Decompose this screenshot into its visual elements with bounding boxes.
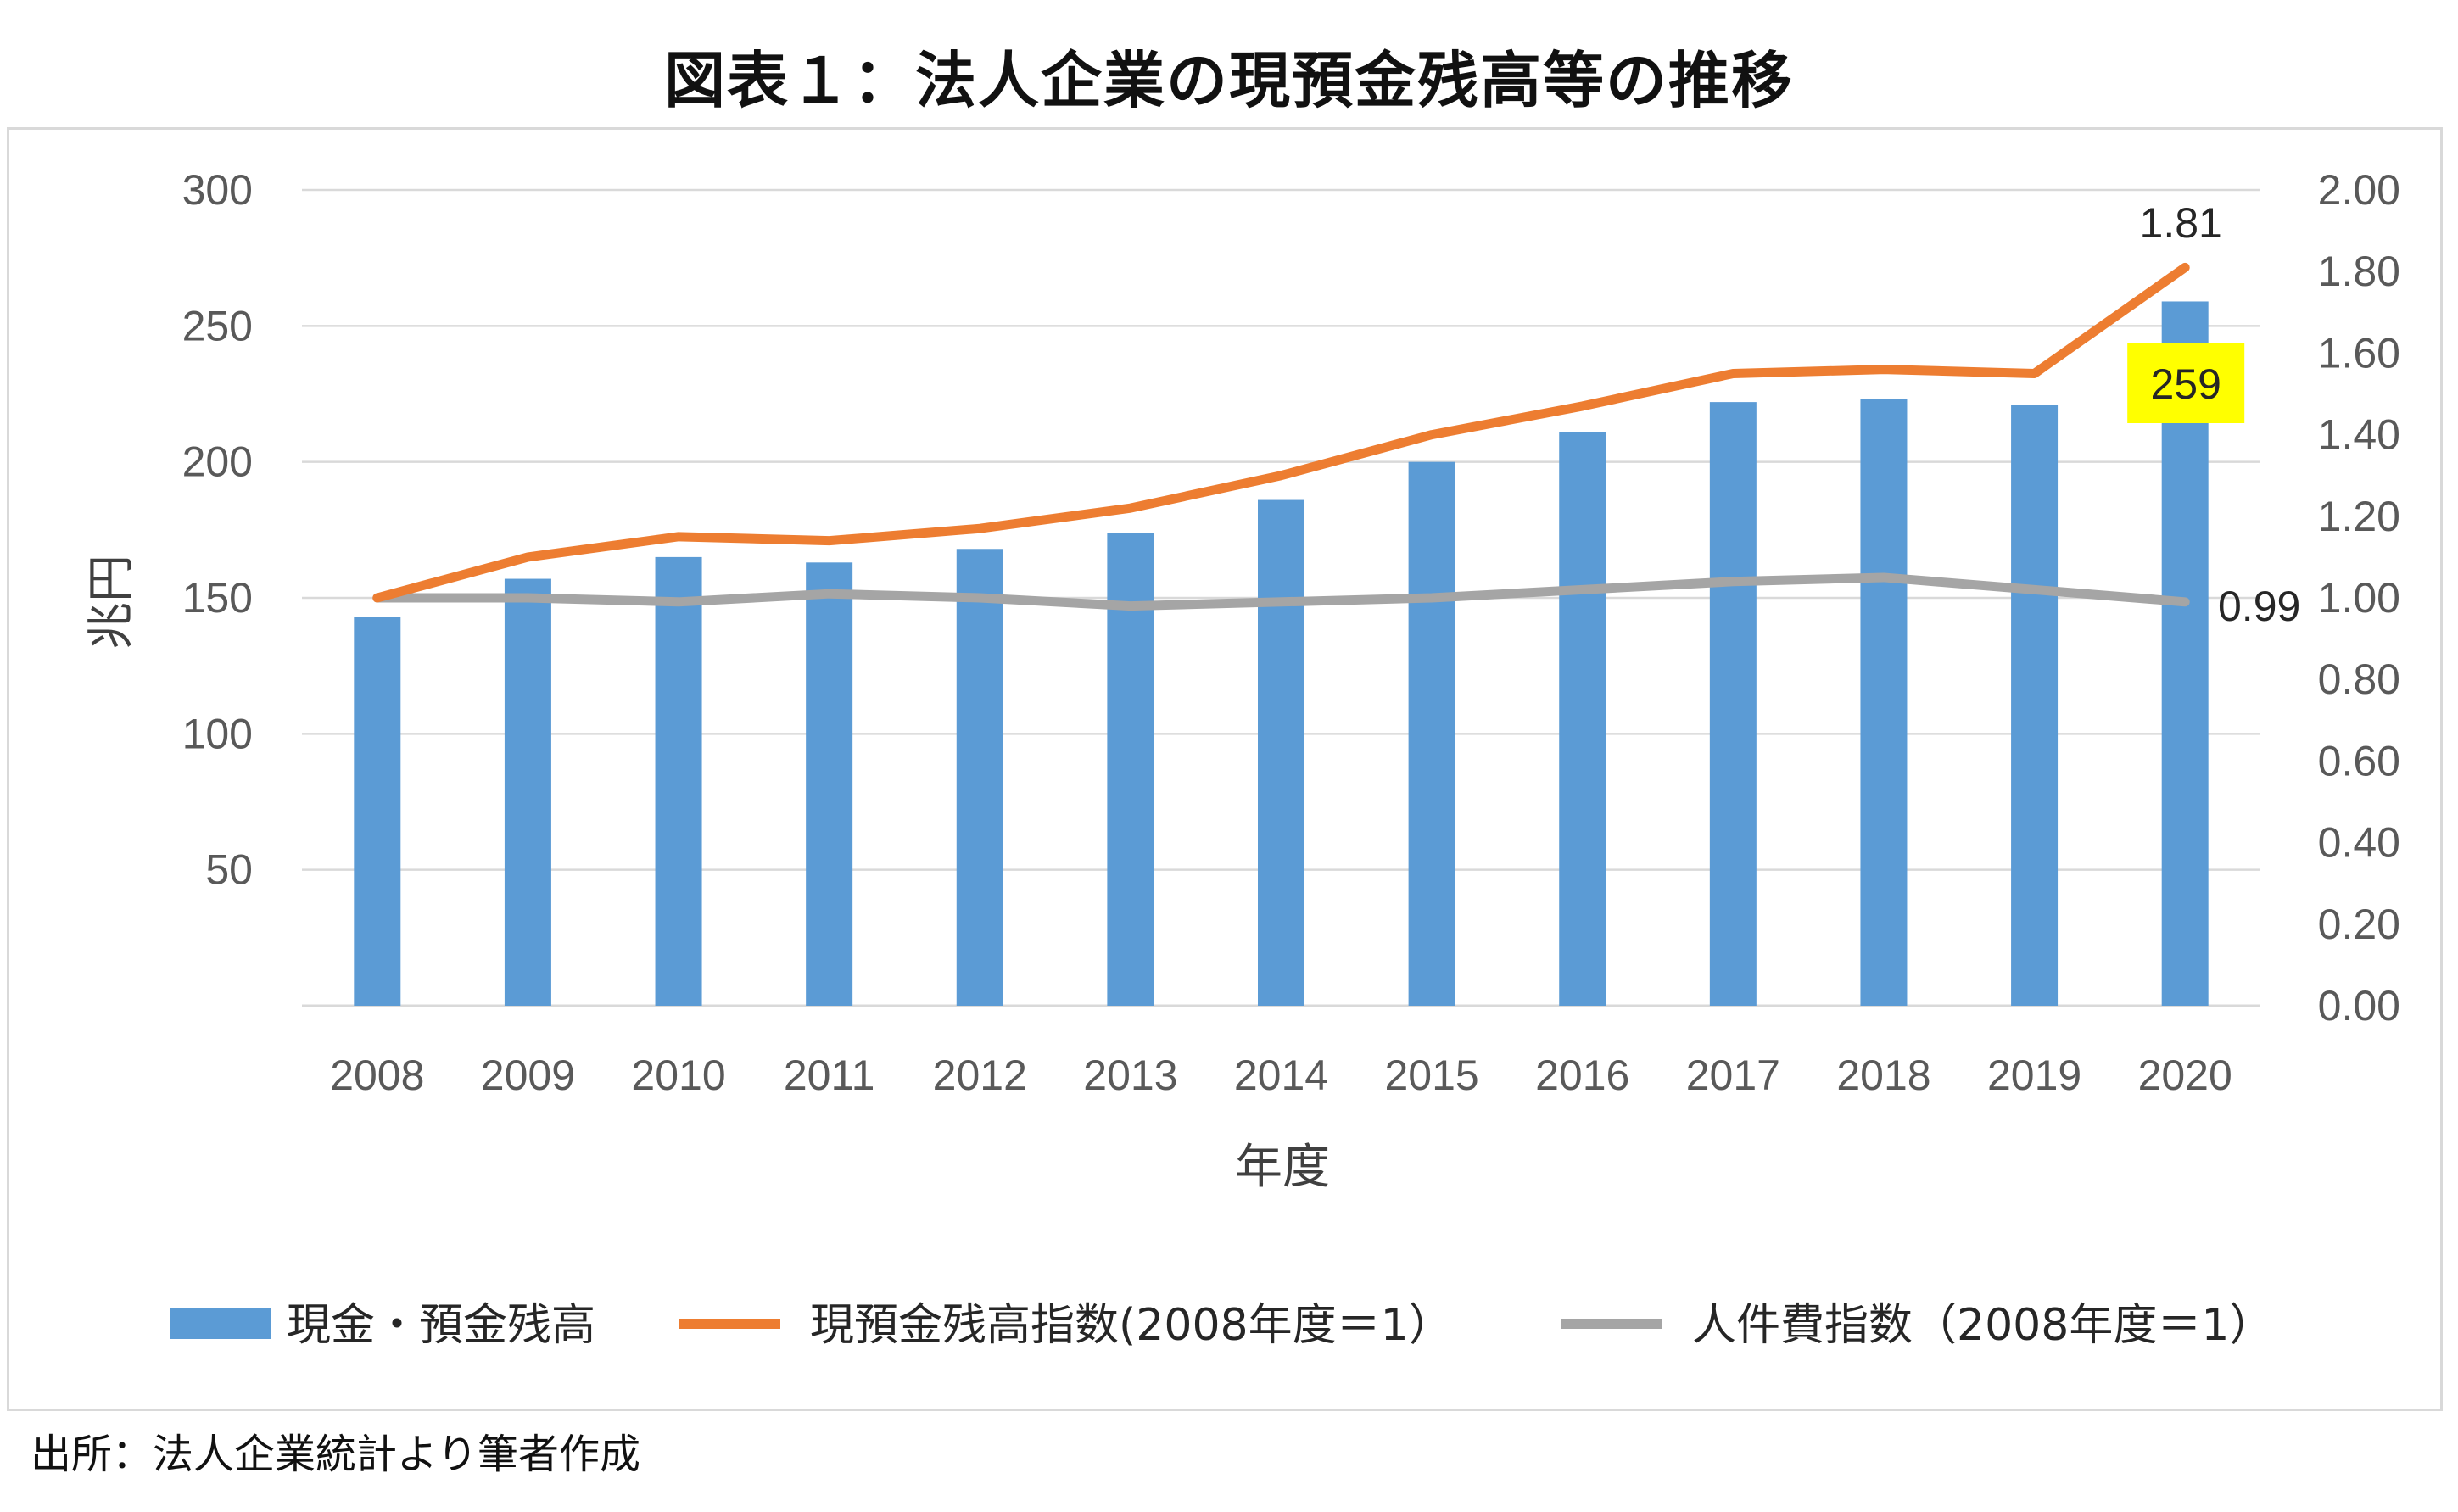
x-tick-label: 2015 xyxy=(1384,1052,1478,1099)
y-tick-label: 250 xyxy=(182,302,253,349)
x-tick-label: 2008 xyxy=(330,1052,424,1099)
y2-tick-label: 0.60 xyxy=(2318,737,2400,784)
y-tick-label: 300 xyxy=(182,166,253,214)
y2-tick-label: 0.20 xyxy=(2318,901,2400,948)
x-tick-label: 2019 xyxy=(1987,1052,2081,1099)
bar xyxy=(1258,499,1304,1006)
bar xyxy=(655,556,702,1006)
y2-tick-label: 0.80 xyxy=(2318,656,2400,703)
bar xyxy=(504,578,551,1006)
bar xyxy=(1860,399,1908,1006)
x-tick-label: 2017 xyxy=(1686,1052,1780,1099)
bar xyxy=(2011,405,2059,1006)
cash-index-data-label: 1.81 xyxy=(2140,199,2222,247)
y2-tick-label: 1.00 xyxy=(2318,574,2400,622)
bar xyxy=(1408,461,1455,1006)
y-axis-title: 兆円 xyxy=(84,555,139,650)
legend-label-bars: 現金・預金残高 xyxy=(287,1300,595,1351)
y2-tick-label: 0.00 xyxy=(2318,982,2400,1029)
y2-tick-label: 0.40 xyxy=(2318,819,2400,867)
bar xyxy=(806,562,853,1006)
x-tick-label: 2011 xyxy=(784,1052,875,1099)
bar-label-highlight xyxy=(2127,343,2245,423)
labor-index-line xyxy=(372,572,2190,611)
x-tick-label: 2018 xyxy=(1836,1052,1930,1099)
legend-swatch-bars xyxy=(170,1308,271,1339)
bar xyxy=(1709,402,1757,1006)
line-series xyxy=(372,262,2190,611)
y2-tick-label: 1.40 xyxy=(2318,411,2400,459)
y-tick-label: 100 xyxy=(182,710,253,757)
y2-tick-label: 1.80 xyxy=(2318,248,2400,295)
labor-index-data-label: 0.99 xyxy=(2218,583,2300,630)
x-tick-label: 2020 xyxy=(2138,1052,2232,1099)
legend: 現金・預金残高 現預金残高指数(2008年度＝1） 人件費指数（2008年度＝1… xyxy=(170,1300,2273,1351)
cash-index-line xyxy=(372,262,2190,603)
x-axis-title: 年度 xyxy=(1235,1140,1330,1195)
y-tick-label: 150 xyxy=(182,574,253,622)
bar xyxy=(956,549,1003,1006)
y2-tick-label: 1.60 xyxy=(2318,329,2400,377)
legend-label-labor-index: 人件費指数（2008年度＝1） xyxy=(1692,1300,2273,1351)
left-axis-ticks: 50 100 150 200 250 300 xyxy=(182,166,253,894)
legend-label-cash-index: 現預金残高指数(2008年度＝1） xyxy=(810,1300,1453,1351)
x-tick-label: 2009 xyxy=(481,1052,575,1099)
bar xyxy=(1559,432,1606,1007)
x-tick-label: 2012 xyxy=(933,1052,1027,1099)
y2-tick-label: 1.20 xyxy=(2318,493,2400,540)
source-note: 出所：法人企業統計より筆者作成 xyxy=(31,1431,641,1478)
x-tick-label: 2013 xyxy=(1083,1052,1177,1099)
x-tick-label: 2016 xyxy=(1535,1052,1629,1099)
right-axis-ticks: 0.00 0.20 0.40 0.60 0.80 1.00 1.20 1.40 1.60 1.80… xyxy=(2318,166,2400,1029)
bar xyxy=(1107,533,1154,1006)
x-tick-label: 2010 xyxy=(631,1052,725,1099)
x-axis-ticks: 2008 2009 2010 2011 2012 2013 2014 2015 2016 2017… xyxy=(330,1052,2232,1099)
bar-series xyxy=(354,301,2209,1007)
y-tick-label: 50 xyxy=(205,846,253,894)
y-tick-label: 200 xyxy=(182,438,253,486)
chart-title: 図表１：法人企業の現預金残高等の推移 xyxy=(663,45,1794,116)
x-tick-label: 2014 xyxy=(1234,1052,1328,1099)
data-labels: 259 1.81 0.99 xyxy=(2127,199,2300,630)
bar-data-label: 259 xyxy=(2150,360,2221,408)
bar xyxy=(354,617,401,1006)
y2-tick-label: 2.00 xyxy=(2318,166,2400,214)
